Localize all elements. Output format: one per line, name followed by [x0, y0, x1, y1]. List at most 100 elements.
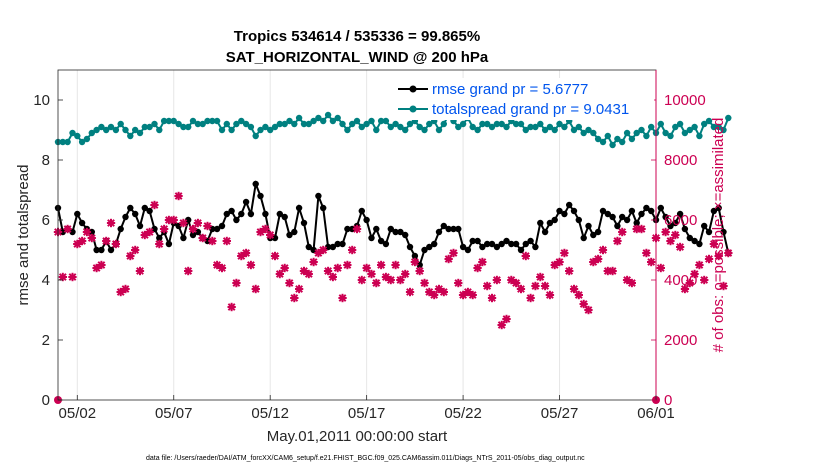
obs-assimilated-point	[536, 272, 545, 282]
rmse-point	[426, 243, 433, 251]
totalspread-point	[132, 126, 139, 134]
obs-assimilated-point	[241, 248, 251, 258]
totalspread-point	[151, 120, 158, 128]
legend-spread-text: totalspread grand pr = 9.0431	[432, 101, 629, 118]
rmse-point	[402, 231, 409, 239]
obs-assimilated-point	[545, 290, 555, 300]
rmse-point	[604, 210, 611, 218]
rmse-point	[228, 207, 235, 215]
rmse-point	[315, 192, 322, 200]
y-right-tick-label: 2000	[664, 332, 697, 349]
totalspread-point	[479, 120, 486, 128]
rmse-point	[657, 204, 664, 212]
rmse-point	[701, 222, 708, 230]
obs-assimilated-point	[569, 284, 579, 294]
totalspread-point	[672, 123, 679, 131]
rmse-point	[349, 225, 356, 233]
obs-assimilated-point	[492, 275, 501, 285]
obs-assimilated-point	[555, 257, 564, 267]
rmse-point	[324, 243, 332, 251]
obs-assimilated-point	[401, 269, 410, 279]
rmse-point	[705, 228, 713, 236]
totalspread-point	[262, 123, 269, 131]
obs-assimilated-point	[637, 224, 646, 234]
x-axis-label: May.01,2011 00:00:00 start	[267, 428, 448, 445]
totalspread-point	[310, 117, 317, 125]
obs-assimilated-point	[203, 221, 212, 231]
totalspread-point	[271, 123, 279, 131]
rmse-point	[508, 240, 515, 248]
totalspread-point	[377, 117, 385, 125]
obs-assimilated-point	[540, 281, 550, 291]
totalspread-point	[440, 120, 447, 128]
totalspread-point	[619, 138, 626, 146]
rmse-point	[165, 240, 173, 248]
totalspread-point	[204, 117, 211, 125]
totalspread-point	[267, 126, 274, 134]
rmse-point	[594, 228, 602, 236]
obs-assimilated-point	[377, 260, 386, 270]
obs-assimilated-point	[87, 233, 96, 243]
rmse-point	[151, 225, 158, 233]
rmse-point	[107, 246, 115, 254]
totalspread-point	[209, 117, 216, 125]
rmse-point	[681, 225, 689, 233]
obs-assimilated-point	[174, 191, 183, 201]
totalspread-point	[160, 117, 168, 125]
totalspread-point	[541, 126, 549, 134]
obs-assimilated-point	[280, 263, 289, 273]
totalspread-point	[247, 123, 255, 131]
obs-assimilated-point	[598, 245, 608, 255]
obs-assimilated-point	[184, 266, 193, 276]
totalspread-point	[609, 141, 616, 149]
obs-assimilated-point	[126, 251, 135, 261]
obs-assimilated-point	[685, 278, 694, 288]
rmse-point	[213, 225, 221, 233]
y-left-tick-label: 0	[42, 392, 50, 409]
totalspread-point	[551, 126, 558, 134]
obs-assimilated-point	[458, 290, 468, 300]
rmse-point	[556, 207, 563, 215]
obs-assimilated-point	[261, 224, 270, 234]
data-file-footnote: data file: /Users/raeder/DAI/ATM_forcXX/…	[146, 455, 585, 462]
totalspread-point	[286, 117, 293, 125]
obs-assimilated-point	[473, 263, 482, 273]
totalspread-point	[59, 138, 66, 146]
rmse-point	[628, 207, 636, 215]
totalspread-point	[488, 123, 496, 131]
totalspread-point	[459, 120, 467, 128]
rmse-point	[358, 207, 365, 215]
rmse-point	[667, 222, 674, 230]
rmse-point	[638, 210, 645, 218]
totalspread-point	[122, 126, 129, 134]
rmse-point	[88, 228, 96, 236]
obs-assimilated-point	[266, 230, 275, 240]
rmse-point	[672, 219, 679, 227]
obs-assimilated-point	[439, 287, 448, 297]
obs-assimilated-point	[714, 251, 723, 261]
obs-assimilated-point	[618, 227, 627, 237]
totalspread-point	[406, 120, 414, 128]
rmse-point	[271, 234, 279, 242]
obs-assimilated-point	[719, 281, 728, 291]
obs-assimilated-point	[285, 278, 294, 288]
totalspread-point	[416, 123, 423, 131]
totalspread-point	[681, 129, 689, 137]
rmse-point	[488, 240, 496, 248]
totalspread-point	[585, 126, 592, 134]
y-right-tick-label: 10000	[664, 92, 706, 109]
obs-assimilated-point	[222, 236, 231, 246]
rmse-point	[575, 216, 582, 224]
rmse-point	[132, 210, 139, 218]
totalspread-point	[387, 123, 394, 131]
rmse-point	[561, 210, 568, 218]
totalspread-point	[691, 123, 698, 131]
totalspread-point	[83, 135, 91, 143]
totalspread-point	[291, 120, 298, 128]
totalspread-point	[223, 120, 230, 128]
totalspread-point	[561, 123, 568, 131]
totalspread-point	[358, 123, 365, 131]
obs-assimilated-point	[574, 290, 583, 300]
totalspread-point	[93, 126, 100, 134]
rmse-point	[517, 246, 525, 254]
